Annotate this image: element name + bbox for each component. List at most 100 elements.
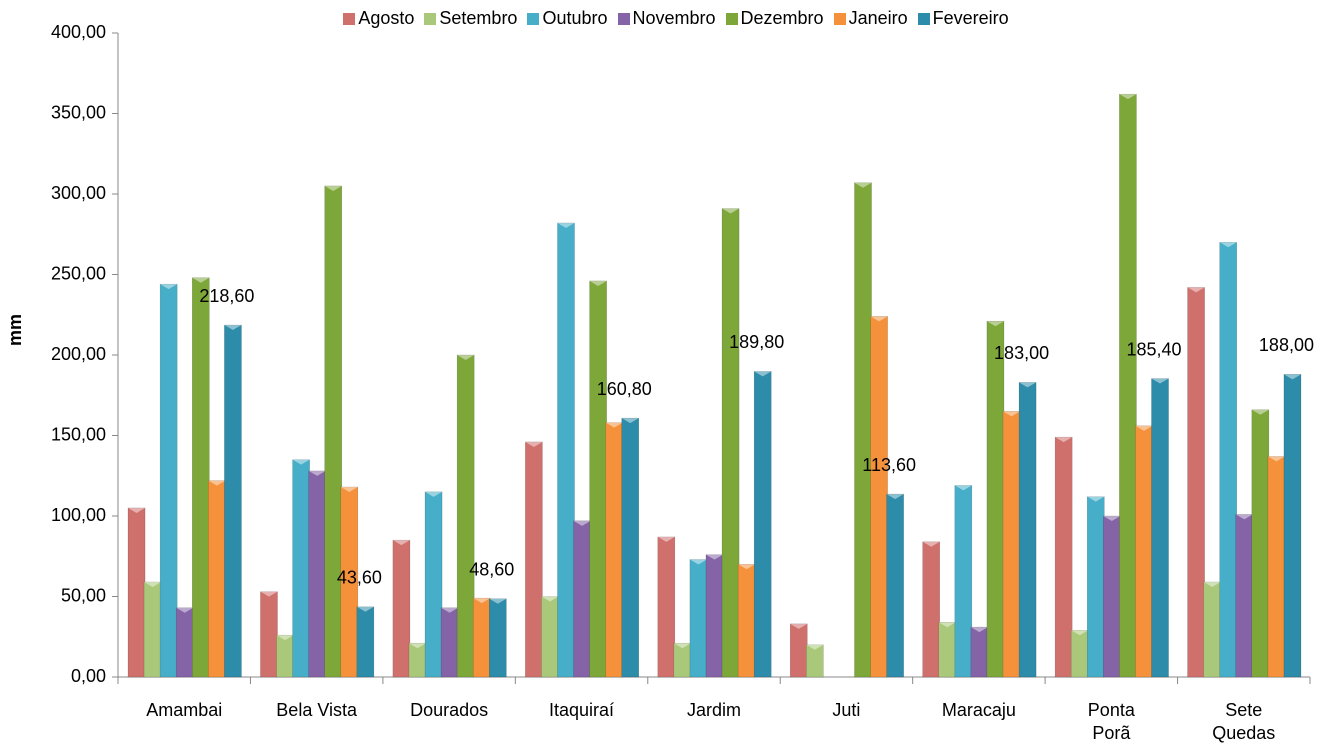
legend-label: Janeiro xyxy=(848,8,908,28)
x-tick-label: Dourados xyxy=(410,700,489,720)
data-label: 218,60 xyxy=(199,286,254,306)
bar xyxy=(424,491,443,678)
y-tick-label: 300,00 xyxy=(51,183,106,203)
bar xyxy=(208,480,226,678)
bar-cap xyxy=(128,507,146,513)
bar-cap xyxy=(525,441,543,447)
bar-cap xyxy=(970,627,988,633)
bar xyxy=(143,581,162,678)
legend-item: Setembro xyxy=(424,8,517,29)
bar xyxy=(954,485,973,678)
bar xyxy=(938,622,957,678)
bar-cap xyxy=(1002,411,1021,417)
bar-cap xyxy=(870,316,888,322)
bar xyxy=(1018,382,1037,678)
bar-cap xyxy=(738,564,756,570)
bar xyxy=(356,606,375,678)
bar xyxy=(308,470,326,678)
bar xyxy=(589,280,607,678)
bar xyxy=(854,182,872,678)
bar-cap xyxy=(573,520,591,526)
bar-cap xyxy=(473,598,491,604)
legend-label: Novembro xyxy=(632,8,716,28)
legend-item: Agosto xyxy=(343,8,414,29)
bar-cap xyxy=(722,208,740,214)
bar xyxy=(1086,496,1105,678)
bar xyxy=(340,486,359,678)
bar xyxy=(789,623,808,678)
bar xyxy=(705,554,724,678)
bar xyxy=(1054,436,1073,678)
bar-cap xyxy=(489,598,507,604)
bar-cap xyxy=(457,355,475,360)
legend: Agosto Setembro Outubro Novembro Dezembro Jan… xyxy=(0,8,1342,29)
bar xyxy=(737,564,756,678)
bar xyxy=(1235,514,1254,678)
bar xyxy=(870,316,888,678)
bar-cap xyxy=(176,607,194,613)
bar-cap xyxy=(621,418,639,424)
bar-cap xyxy=(1283,374,1301,380)
x-tick-label: Amambai xyxy=(146,700,223,720)
bar-cap xyxy=(986,321,1004,327)
y-tick-label: 350,00 xyxy=(51,102,106,122)
bar xyxy=(1070,630,1089,678)
bar xyxy=(541,596,559,678)
bar-cap xyxy=(160,284,178,290)
legend-item: Outubro xyxy=(527,8,608,29)
bar xyxy=(472,597,491,678)
bar-cap xyxy=(1087,496,1105,502)
legend-swatch xyxy=(725,12,738,25)
bar-cap xyxy=(541,596,559,602)
bar xyxy=(605,422,623,678)
bar-cap xyxy=(260,591,278,597)
data-label: 48,60 xyxy=(469,560,514,580)
legend-label: Dezembro xyxy=(740,8,824,28)
bar-cap xyxy=(1135,425,1153,431)
bar xyxy=(1283,374,1302,678)
bar-cap xyxy=(1203,582,1221,588)
data-label: 113,60 xyxy=(862,455,916,475)
legend-label: Agosto xyxy=(358,8,415,28)
bar xyxy=(1251,409,1270,678)
bar-cap xyxy=(1055,437,1073,443)
bar-cap xyxy=(790,623,808,629)
bar xyxy=(573,520,591,678)
bar-cap xyxy=(392,540,410,546)
bar xyxy=(224,324,242,678)
data-label: 160,80 xyxy=(597,379,652,399)
bar xyxy=(175,607,194,678)
bar-cap xyxy=(754,371,772,377)
bar xyxy=(986,320,1005,678)
data-label: 183,00 xyxy=(994,343,1049,363)
data-label: 185,40 xyxy=(1126,339,1181,359)
bar-cap xyxy=(1251,409,1269,415)
legend-swatch xyxy=(617,12,630,25)
bar-cap xyxy=(144,582,162,588)
y-tick-label: 100,00 xyxy=(51,505,106,525)
bar-cap xyxy=(1219,242,1237,248)
bar-cap xyxy=(425,491,443,497)
bar xyxy=(1219,242,1237,678)
bar xyxy=(1267,456,1286,678)
bar-cap xyxy=(689,559,707,565)
bar xyxy=(1151,378,1169,678)
x-tick-label: Jardim xyxy=(686,700,741,720)
bar xyxy=(557,222,575,678)
bar-cap xyxy=(1103,516,1121,521)
bar xyxy=(392,539,411,678)
x-tick-label: Juti xyxy=(832,700,861,720)
bar xyxy=(127,507,146,678)
bar xyxy=(886,493,904,678)
bar-cap xyxy=(224,325,242,331)
bar-cap xyxy=(806,644,824,650)
bar-cap xyxy=(1151,378,1169,384)
y-tick-label: 400,00 xyxy=(51,22,106,42)
bar xyxy=(324,185,343,678)
legend-label: Fevereiro xyxy=(932,8,1009,28)
y-tick-label: 150,00 xyxy=(51,424,106,444)
bar-cap xyxy=(557,222,575,228)
legend-label: Outubro xyxy=(542,8,608,28)
y-axis-label: mm xyxy=(5,314,25,346)
bar xyxy=(408,642,427,678)
